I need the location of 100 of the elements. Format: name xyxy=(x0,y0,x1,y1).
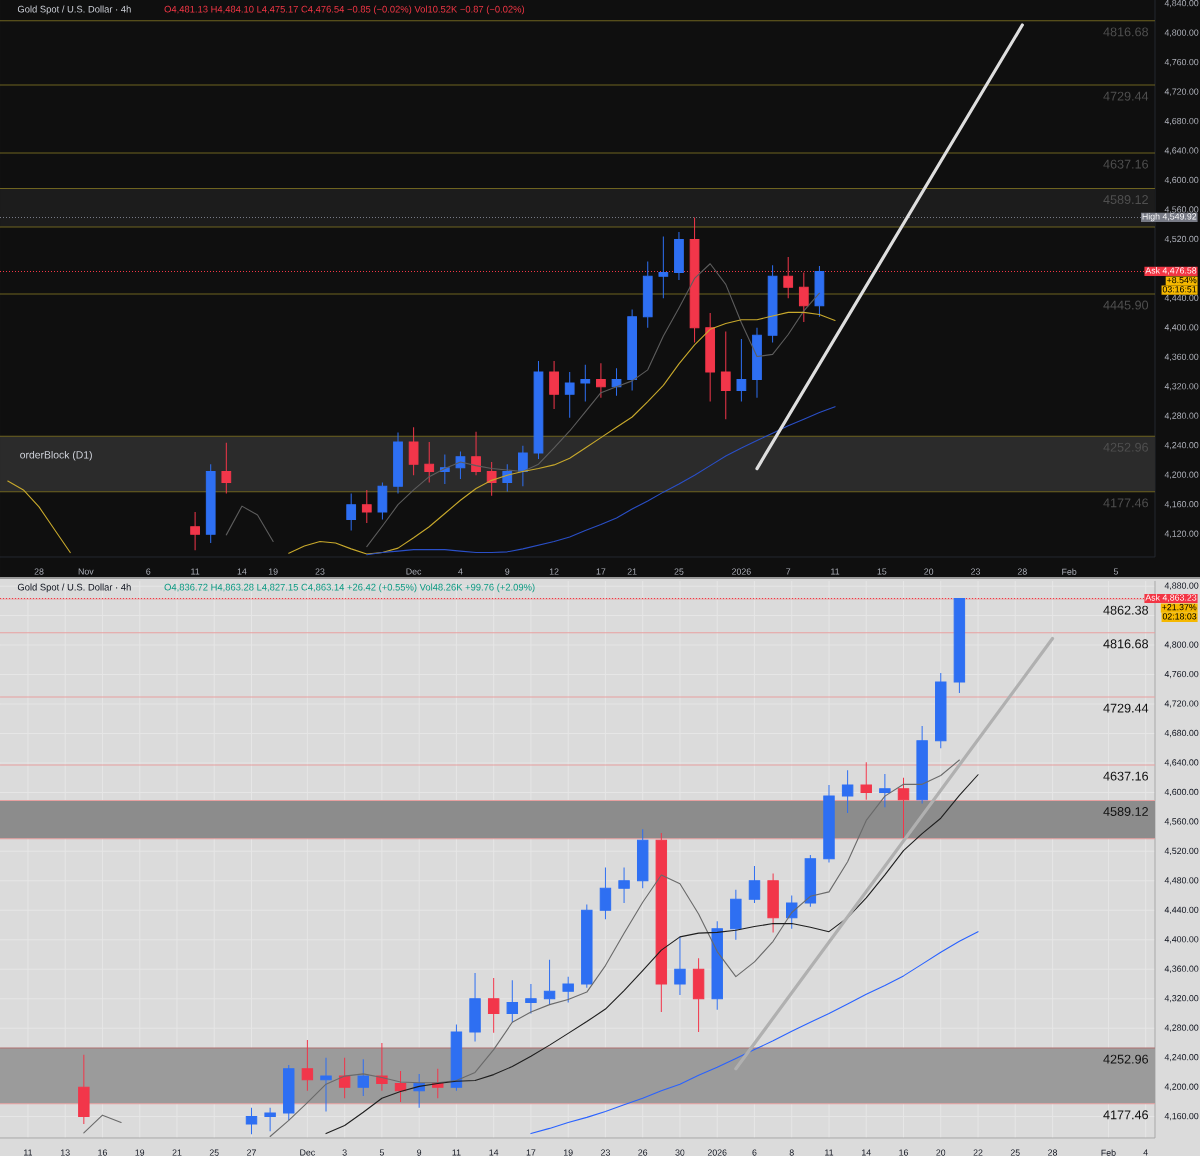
candlestick xyxy=(814,265,825,318)
x-tick-label: 25 xyxy=(674,568,684,575)
candlestick xyxy=(596,362,606,399)
x-tick-label: 2026 xyxy=(732,568,751,575)
candlestick xyxy=(916,725,928,804)
x-tick-label: 9 xyxy=(505,568,510,575)
band-label: orderBlock (D1) xyxy=(20,450,92,461)
candlestick xyxy=(564,371,575,419)
y-tick-label: 4,520.00 xyxy=(1164,235,1199,244)
candlestick xyxy=(804,854,817,908)
candlestick xyxy=(705,312,716,403)
candlestick xyxy=(689,216,700,344)
candlestick xyxy=(658,235,669,299)
x-tick-label: 19 xyxy=(563,1149,573,1156)
x-tick-label: Feb xyxy=(1101,1149,1116,1156)
candlestick xyxy=(393,431,403,495)
candlestick xyxy=(674,231,684,281)
y-tick-label: 4,360.00 xyxy=(1164,965,1199,973)
x-tick-label: 23 xyxy=(600,1149,610,1156)
x-tick-label: 19 xyxy=(135,1149,145,1156)
candlestick xyxy=(450,1024,463,1092)
candlestick xyxy=(533,360,544,460)
candlestick xyxy=(611,367,622,397)
candlestick xyxy=(841,769,854,814)
y-tick-label: 4,400.00 xyxy=(1164,936,1199,944)
text: +21.37% xyxy=(1162,604,1197,611)
candlestick xyxy=(283,1064,295,1121)
x-tick-label: 28 xyxy=(34,568,44,575)
ref-line-label: 4816.68 xyxy=(1103,639,1149,649)
ref-line-label: 4445.90 xyxy=(1103,300,1149,310)
candlestick xyxy=(736,338,747,403)
x-tick-label: 7 xyxy=(786,568,791,575)
candlestick xyxy=(424,441,435,484)
y-tick-label: 4,480.00 xyxy=(1164,877,1199,885)
x-tick-label: 20 xyxy=(924,568,934,575)
candlestick xyxy=(346,493,357,531)
candlestick xyxy=(357,1058,369,1097)
y-tick-label: 4,640.00 xyxy=(1164,147,1199,155)
x-tick-label: 20 xyxy=(936,1149,946,1156)
text: Gold Spot / U.S. Dollar · 4h xyxy=(17,5,131,15)
candlestick xyxy=(642,261,653,329)
text: O4,481.13 H4,484.10 L4,475.17 C4,476.54 −0.85 (−0.02%) Vol10.52K −0.87 (−0.02%) xyxy=(164,5,525,15)
y-tick-label: 4,520.00 xyxy=(1164,847,1199,856)
x-tick-label: 16 xyxy=(899,1149,909,1156)
y-tick-label: 4,120.00 xyxy=(1164,530,1199,538)
y-tick-label: 4,800.00 xyxy=(1164,641,1199,649)
y-tick-label: 4,440.00 xyxy=(1164,906,1199,914)
y-tick-label: 4,560.00 xyxy=(1164,818,1199,826)
x-tick-label: 28 xyxy=(1017,568,1027,575)
ref-line-label: 4729.44 xyxy=(1103,703,1149,713)
x-tick-label: 28 xyxy=(1048,1149,1058,1156)
candlestick xyxy=(897,777,910,839)
x-tick-label: 21 xyxy=(627,568,637,575)
text: +8.54% xyxy=(1167,276,1197,284)
y-tick-label: 4,280.00 xyxy=(1164,412,1199,420)
ref-line-label: 4177.46 xyxy=(1103,498,1149,508)
candlestick xyxy=(506,979,519,1023)
candlestick xyxy=(408,426,419,476)
y-tick-label: 4,440.00 xyxy=(1164,294,1199,303)
x-tick-label: 30 xyxy=(675,1149,685,1156)
y-tick-label: 4,680.00 xyxy=(1164,729,1199,738)
chart-subtitle: O4,836.72 H4,863.28 L4,827.15 C4,863.14 +26.42 (+0.55%) Vol48.26K +99.76 (+2.09%) xyxy=(164,583,535,593)
candlestick xyxy=(935,672,947,749)
candlestick xyxy=(767,264,778,344)
ref-line-label: 4816.68 xyxy=(1103,27,1149,37)
line-series xyxy=(325,774,979,1135)
y-tick-label: 4,400.00 xyxy=(1164,324,1199,332)
candlestick xyxy=(543,959,556,1006)
x-tick-label: 16 xyxy=(98,1149,107,1156)
x-tick-label: Dec xyxy=(300,1149,315,1156)
x-tick-label: 19 xyxy=(268,568,278,575)
x-tick-label: 5 xyxy=(1113,568,1119,575)
y-tick-label: 4,600.00 xyxy=(1164,176,1199,185)
x-tick-label: Feb xyxy=(1062,568,1077,575)
y-tick-label: 4,720.00 xyxy=(1164,700,1199,708)
candlestick xyxy=(377,482,388,520)
candlestick xyxy=(205,463,216,544)
ref-line-label: 4637.16 xyxy=(1103,771,1149,781)
candlestick xyxy=(580,364,591,403)
y-tick-label: 4,680.00 xyxy=(1164,117,1199,126)
candlestick xyxy=(627,308,637,391)
x-tick-label: 11 xyxy=(191,568,200,575)
y-tick-label: 4,240.00 xyxy=(1164,1054,1199,1062)
ref-line-label: 4729.44 xyxy=(1103,91,1149,101)
x-tick-label: 4 xyxy=(458,568,463,575)
y-tick-label: 4,200.00 xyxy=(1164,471,1199,479)
candlestick xyxy=(562,976,574,1003)
x-tick-label: 11 xyxy=(825,1149,834,1156)
x-tick-label: 25 xyxy=(209,1149,219,1156)
candlestick xyxy=(264,1107,276,1132)
x-tick-label: Dec xyxy=(406,568,422,575)
x-tick-label: 27 xyxy=(247,1149,256,1156)
candlestick xyxy=(549,360,559,410)
x-tick-label: 23 xyxy=(971,568,981,575)
text: 02:18:03 xyxy=(1162,613,1197,620)
x-tick-label: 14 xyxy=(237,568,247,575)
y-tick-label: 4,160.00 xyxy=(1164,1112,1199,1121)
candlestick xyxy=(953,597,966,694)
y-tick-label: 4,560.00 xyxy=(1164,206,1199,214)
x-tick-label: Nov xyxy=(78,568,94,575)
